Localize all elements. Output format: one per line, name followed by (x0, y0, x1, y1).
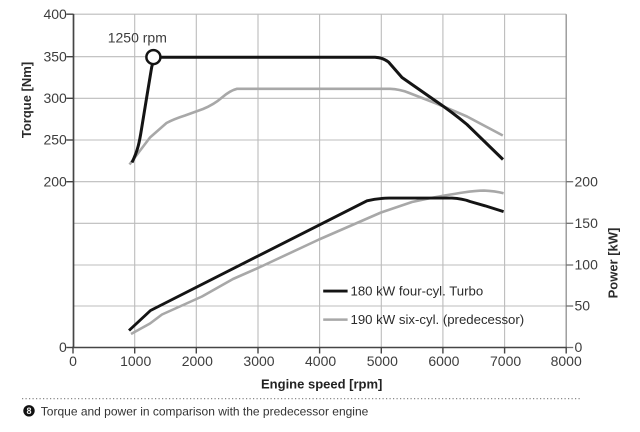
svg-text:1250 rpm: 1250 rpm (108, 30, 167, 46)
svg-text:1000: 1000 (120, 353, 151, 369)
svg-text:200: 200 (575, 173, 599, 189)
svg-text:150: 150 (575, 215, 599, 231)
svg-text:2000: 2000 (182, 353, 213, 369)
svg-text:0: 0 (59, 339, 67, 355)
svg-text:0: 0 (575, 339, 583, 355)
svg-text:8000: 8000 (551, 353, 582, 369)
svg-text:4000: 4000 (305, 353, 336, 369)
svg-text:300: 300 (43, 90, 67, 106)
svg-text:200: 200 (43, 173, 67, 189)
svg-text:180 kW four-cyl. Turbo: 180 kW four-cyl. Turbo (351, 284, 484, 299)
svg-text:Engine speed [rpm]: Engine speed [rpm] (261, 377, 382, 392)
svg-text:0: 0 (69, 353, 77, 369)
svg-text:5000: 5000 (367, 353, 398, 369)
svg-text:250: 250 (43, 132, 67, 148)
svg-text:3000: 3000 (243, 353, 274, 369)
svg-text:Power [kW]: Power [kW] (606, 228, 621, 299)
svg-text:350: 350 (43, 48, 67, 64)
svg-text:Torque [Nm]: Torque [Nm] (19, 62, 34, 138)
svg-text:8: 8 (26, 406, 31, 416)
svg-text:7000: 7000 (490, 353, 521, 369)
svg-text:50: 50 (575, 298, 591, 314)
svg-text:6000: 6000 (428, 353, 459, 369)
svg-text:100: 100 (575, 257, 599, 273)
svg-text:Torque and power in comparison: Torque and power in comparison with the … (41, 405, 369, 419)
svg-text:400: 400 (43, 6, 67, 22)
svg-text:190 kW six-cyl. (predecessor): 190 kW six-cyl. (predecessor) (351, 312, 525, 327)
